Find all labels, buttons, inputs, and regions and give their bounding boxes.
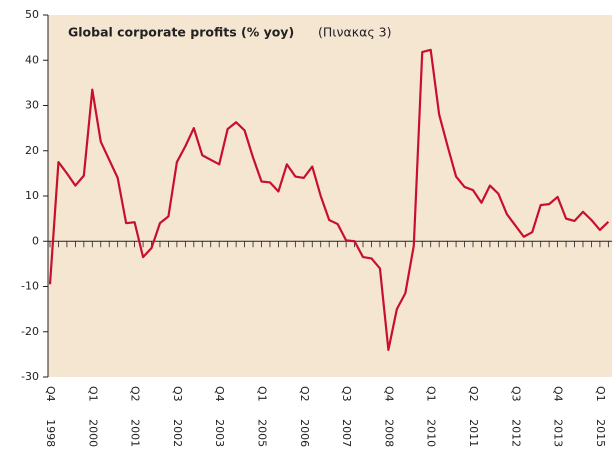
y-tick-label: -10 <box>21 280 39 293</box>
x-tick-label: Q3 2007 <box>340 386 353 447</box>
x-tick-label: Q1 2000 <box>86 386 99 447</box>
x-tick-label: Q4 2013 <box>552 386 565 447</box>
x-tick-label: Q4 2008 <box>382 386 395 447</box>
x-tick-label: Q4 1998 <box>44 386 57 447</box>
x-tick-label: Q3 2012 <box>509 386 522 447</box>
y-tick-label: 50 <box>25 8 39 21</box>
x-tick-label: Q4 2003 <box>213 386 226 447</box>
y-tick-label: -30 <box>21 370 39 383</box>
line-series <box>48 48 610 351</box>
y-tick-label: 10 <box>25 189 39 202</box>
plot-background <box>48 15 612 377</box>
x-tick-label: Q2 2001 <box>129 386 142 447</box>
x-tick-label: Q3 2002 <box>171 386 184 447</box>
y-tick-label: 30 <box>25 99 39 112</box>
x-tick-label: Q2 2011 <box>467 386 480 447</box>
chart-title: Global corporate profits (% yoy) <box>68 25 294 40</box>
y-tick-label: 40 <box>25 53 39 66</box>
x-tick-label: Q2 2006 <box>298 386 311 447</box>
y-tick-label: 0 <box>32 234 39 247</box>
y-tick-label: -20 <box>21 325 39 338</box>
x-tick-label: Q1 2005 <box>256 386 269 447</box>
y-tick-label: 20 <box>25 144 39 157</box>
x-tick-label: Q1 2010 <box>425 386 438 447</box>
x-tick-label: Q1 2015 <box>594 386 607 447</box>
chart-subtitle: (Πινακας 3) <box>318 25 391 40</box>
